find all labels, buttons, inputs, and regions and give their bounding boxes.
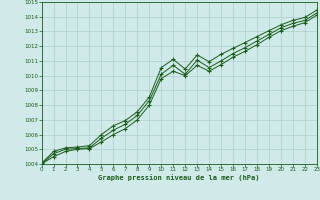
- X-axis label: Graphe pression niveau de la mer (hPa): Graphe pression niveau de la mer (hPa): [99, 174, 260, 181]
